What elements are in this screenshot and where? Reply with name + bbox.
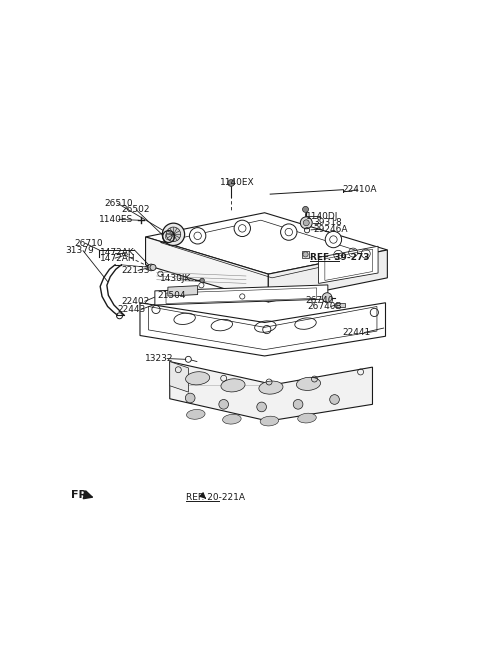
Circle shape (148, 264, 155, 271)
Polygon shape (168, 286, 198, 296)
Ellipse shape (187, 409, 205, 419)
Text: 22402: 22402 (121, 297, 150, 306)
Text: 26502: 26502 (121, 205, 150, 214)
Circle shape (293, 399, 303, 409)
Text: 22443: 22443 (118, 305, 146, 314)
Circle shape (190, 227, 206, 244)
Circle shape (281, 224, 297, 240)
Text: 22133: 22133 (121, 266, 150, 275)
Text: 22441: 22441 (343, 328, 371, 337)
Ellipse shape (260, 416, 279, 426)
Text: REF. 39-273: REF. 39-273 (310, 253, 370, 262)
Circle shape (200, 278, 204, 283)
Polygon shape (268, 250, 387, 302)
Text: REF. 20-221A: REF. 20-221A (186, 493, 245, 502)
Polygon shape (335, 303, 345, 307)
Circle shape (166, 227, 180, 242)
Text: 13232: 13232 (145, 354, 173, 363)
Circle shape (300, 217, 312, 229)
Text: 1430JK: 1430JK (160, 274, 192, 283)
Circle shape (330, 395, 339, 404)
Text: 31379: 31379 (66, 246, 95, 255)
Text: 1472AH: 1472AH (100, 254, 136, 263)
Text: 1140EX: 1140EX (220, 179, 254, 187)
Polygon shape (319, 246, 378, 283)
Ellipse shape (259, 381, 283, 394)
Text: 21504: 21504 (157, 291, 186, 300)
Text: 26740B: 26740B (307, 302, 342, 311)
Circle shape (185, 393, 195, 403)
Polygon shape (145, 213, 387, 274)
Circle shape (162, 223, 185, 246)
Circle shape (303, 252, 308, 257)
Ellipse shape (298, 413, 316, 423)
Text: 39318: 39318 (313, 218, 342, 227)
Text: 1472AK: 1472AK (100, 248, 135, 258)
Text: 1140ES: 1140ES (99, 215, 133, 224)
Ellipse shape (221, 379, 245, 392)
Ellipse shape (297, 377, 321, 390)
Polygon shape (140, 303, 385, 356)
Text: 26510: 26510 (105, 199, 133, 208)
Polygon shape (302, 251, 309, 258)
Text: 22410A: 22410A (343, 185, 377, 194)
Polygon shape (155, 285, 328, 305)
Circle shape (219, 399, 228, 409)
Polygon shape (145, 237, 268, 302)
Ellipse shape (223, 415, 241, 424)
Ellipse shape (186, 372, 210, 385)
Text: FR.: FR. (71, 491, 92, 501)
Circle shape (322, 293, 332, 302)
Circle shape (257, 402, 266, 412)
Polygon shape (170, 361, 372, 421)
Circle shape (234, 220, 251, 237)
Polygon shape (170, 361, 188, 392)
Circle shape (325, 231, 342, 248)
Text: 26740: 26740 (305, 296, 334, 305)
Circle shape (228, 179, 234, 187)
Circle shape (150, 265, 156, 271)
Text: 29246A: 29246A (313, 225, 348, 234)
Circle shape (302, 206, 309, 212)
Text: 1140DJ: 1140DJ (305, 212, 338, 221)
Circle shape (303, 220, 309, 226)
Text: 26710: 26710 (74, 238, 103, 248)
